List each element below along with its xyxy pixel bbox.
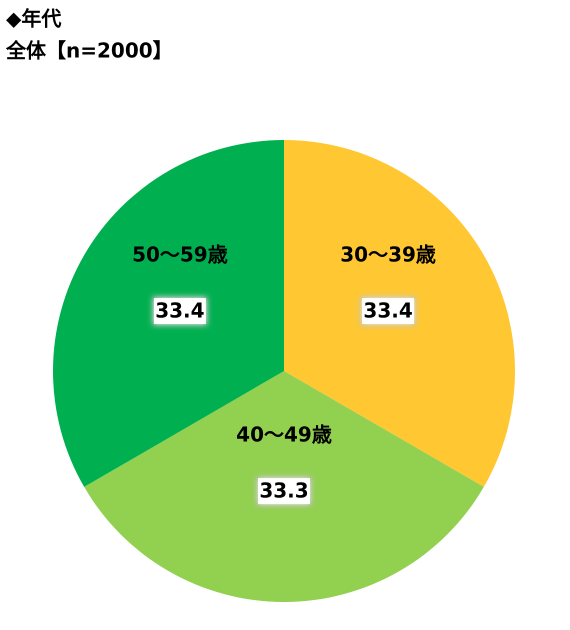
pie bbox=[53, 140, 515, 602]
slice-label: 50～59歳 bbox=[132, 243, 228, 267]
chart-title: ◆年代 bbox=[6, 7, 61, 31]
value-label-box bbox=[258, 478, 310, 505]
value-label-box bbox=[362, 298, 415, 325]
value-label-box bbox=[153, 298, 206, 325]
slice-label: 30～39歳 bbox=[340, 243, 436, 267]
value-label: 33.4 bbox=[155, 299, 204, 323]
value-label: 33.4 bbox=[363, 299, 412, 323]
slice-label: 40～49歳 bbox=[236, 423, 332, 447]
chart-subtitle: 全体【n=2000】 bbox=[5, 39, 173, 63]
labels: 30～39歳 33.4 40～49歳 33.3 50～59歳 33.4 bbox=[132, 243, 436, 506]
value-label: 33.3 bbox=[259, 479, 308, 503]
